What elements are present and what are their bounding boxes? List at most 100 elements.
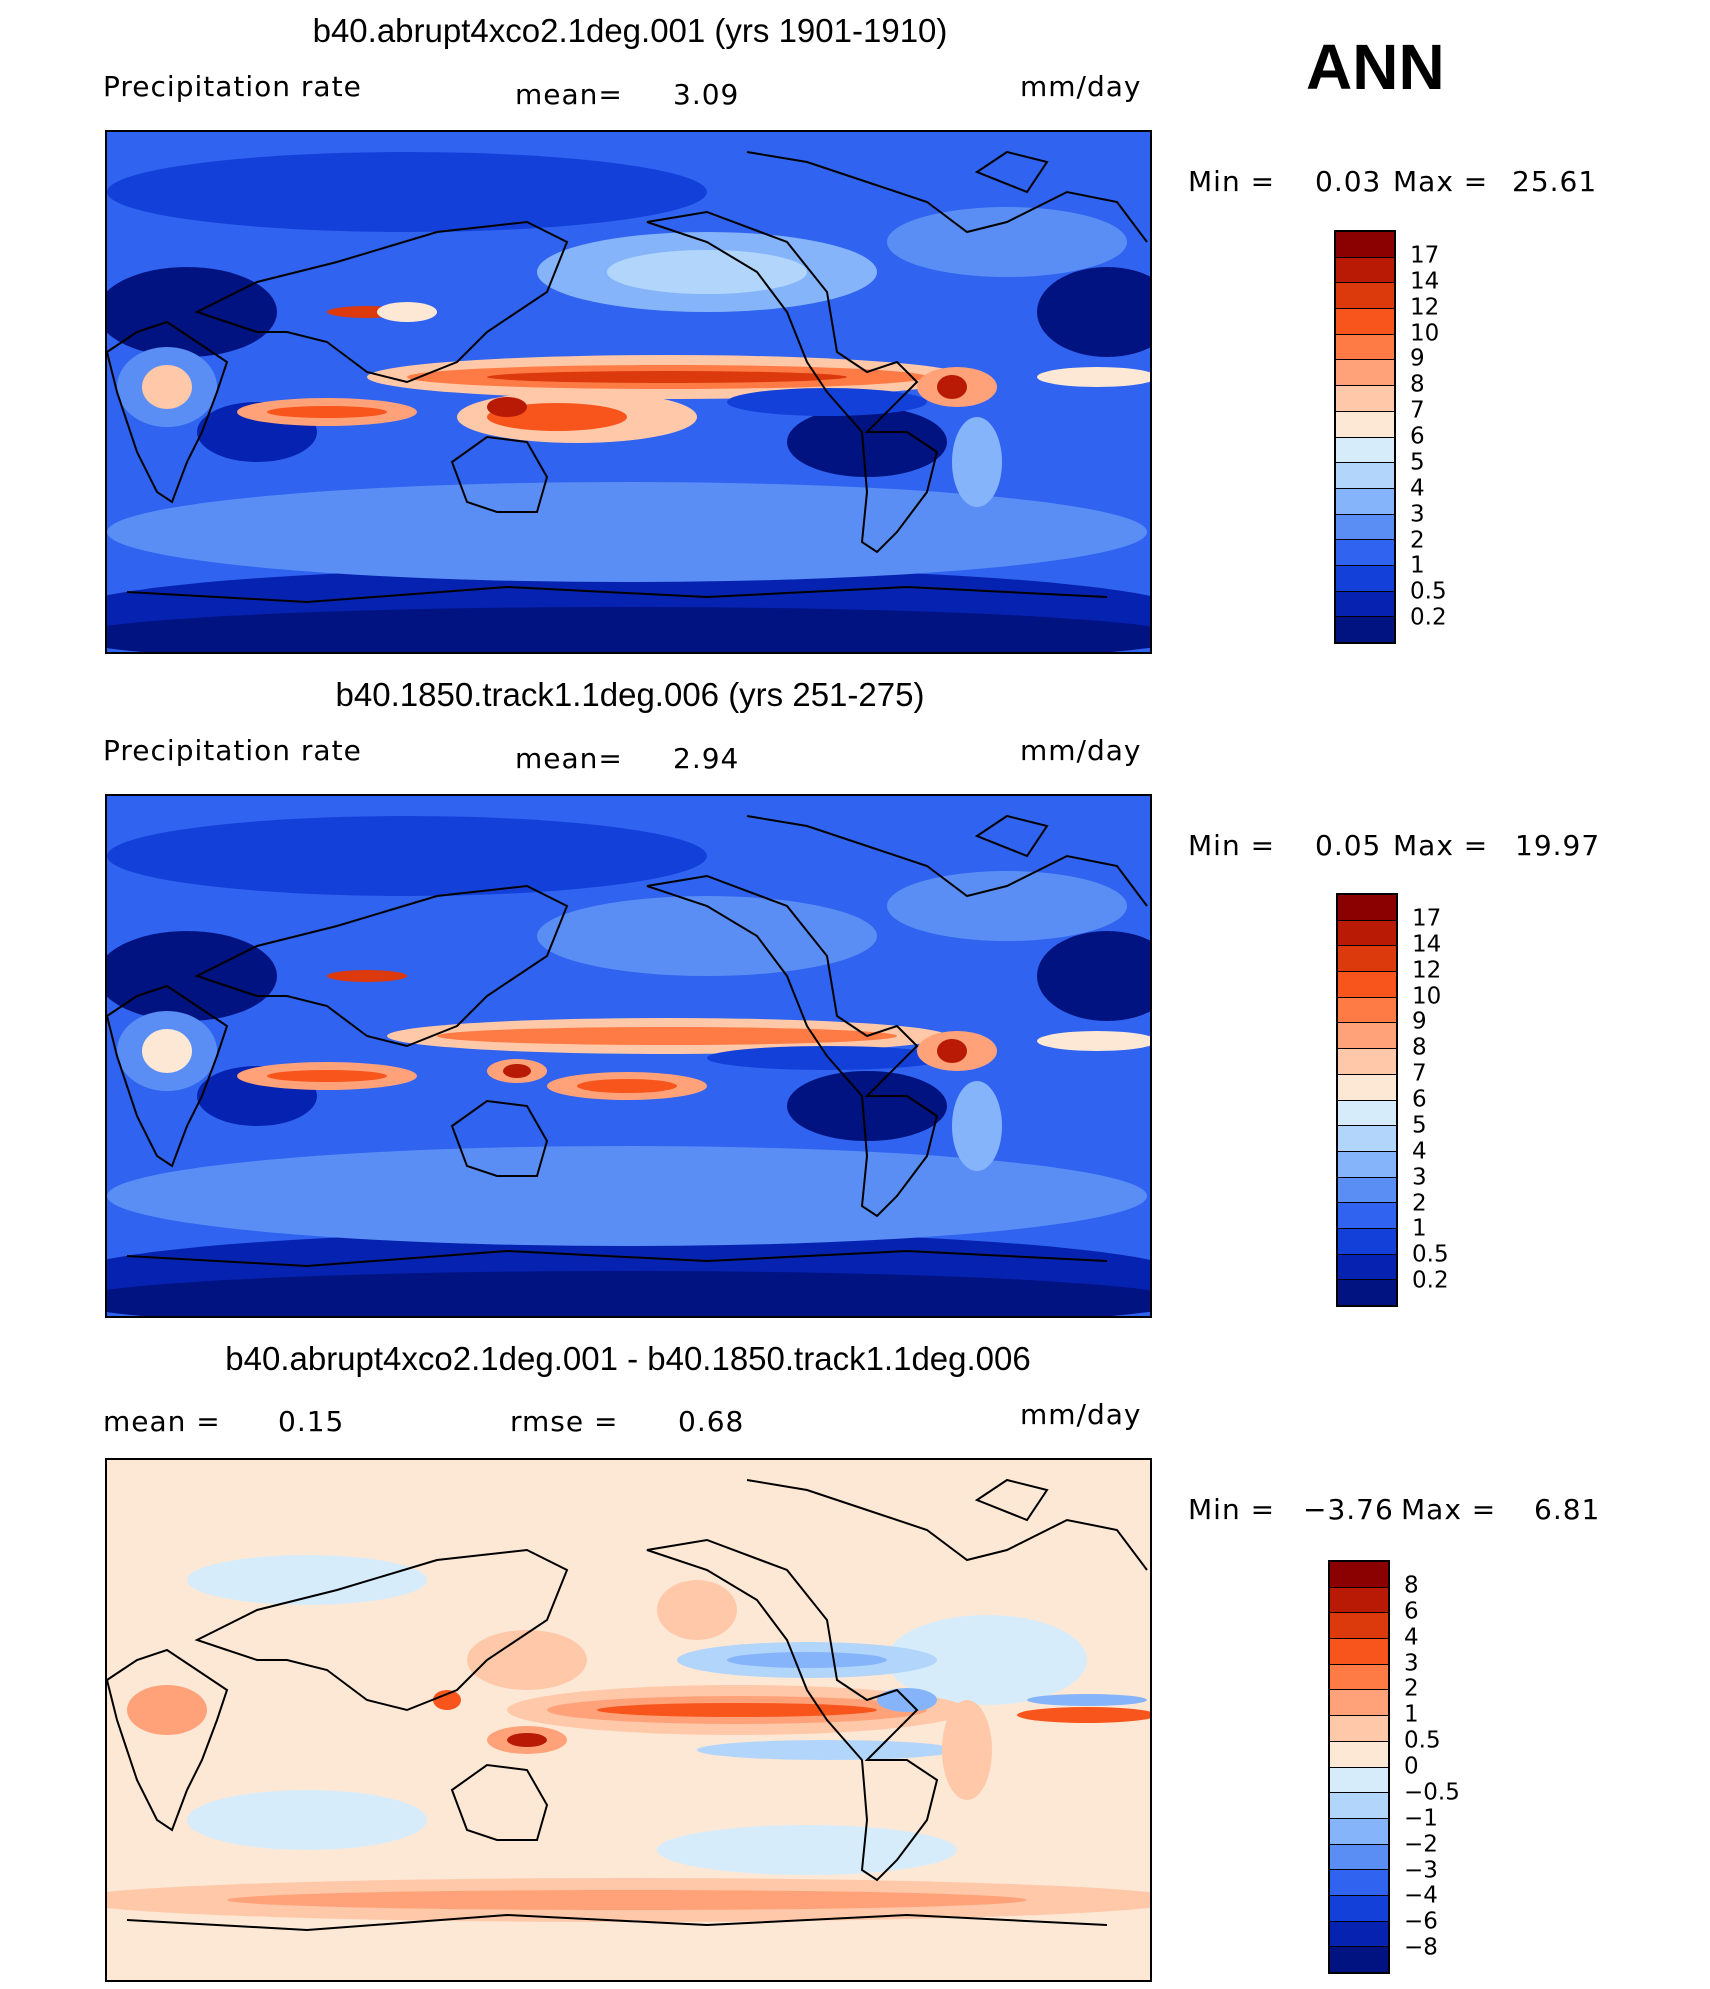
colorbar-tick-label: 17 — [1410, 242, 1440, 269]
colorbar-swatch — [1336, 514, 1394, 541]
colorbar-swatch — [1336, 540, 1394, 566]
colorbar-tick-label: 0 — [1404, 1753, 1419, 1780]
colorbar-tick-label: 0.2 — [1412, 1267, 1449, 1294]
colorbar-tick-label: 2 — [1412, 1190, 1427, 1216]
colorbar-swatch — [1338, 1203, 1396, 1229]
colorbar-tick-label: 12 — [1412, 957, 1442, 984]
colorbar-swatch — [1336, 411, 1394, 438]
colorbar-swatch — [1338, 1074, 1396, 1101]
colorbar-tick-label: 6 — [1410, 423, 1425, 450]
colorbar-swatch — [1336, 591, 1394, 618]
panel1-map — [105, 130, 1152, 654]
colorbar-swatch — [1330, 1613, 1388, 1640]
colorbar-swatch — [1338, 1023, 1396, 1050]
colorbar-swatch — [1336, 565, 1394, 592]
panel2-min-value: 0.05 — [1315, 829, 1382, 862]
colorbar-swatch — [1330, 1741, 1388, 1768]
colorbar-tick-label: 0.5 — [1412, 1241, 1449, 1268]
panel3-mean-label: mean = — [103, 1405, 221, 1438]
panel3-rmse-value: 0.68 — [678, 1405, 745, 1438]
panel3-min-value: −3.76 — [1303, 1493, 1394, 1526]
colorbar-swatch — [1336, 232, 1394, 258]
panel1-field-label: Precipitation rate — [103, 70, 362, 103]
colorbar-swatch — [1338, 972, 1396, 998]
panel1-mean-label: mean= — [515, 78, 623, 111]
panel3-map — [105, 1458, 1152, 1982]
panel3-title: b40.abrupt4xco2.1deg.001 - b40.1850.trac… — [225, 1340, 1031, 1377]
colorbar-swatch — [1338, 895, 1396, 921]
colorbar-tick-label: 17 — [1412, 905, 1442, 932]
panel2-max-label: Max = — [1393, 829, 1489, 862]
colorbar-swatch — [1338, 1254, 1396, 1281]
colorbar-swatch — [1336, 309, 1394, 335]
colorbar-tick-label: 7 — [1412, 1060, 1427, 1087]
colorbar-tick-label: 5 — [1410, 449, 1425, 476]
panel2-map-field — [107, 796, 1150, 1316]
colorbar-tick-label: 6 — [1412, 1086, 1427, 1113]
colorbar-swatch — [1330, 1587, 1388, 1614]
panel1-max-value: 25.61 — [1512, 165, 1598, 198]
colorbar-tick-label: 5 — [1412, 1112, 1427, 1139]
colorbar-swatch — [1338, 1151, 1396, 1178]
panel1-max-label: Max = — [1393, 165, 1489, 198]
panel2-units: mm/day — [1020, 734, 1142, 767]
colorbar-tick-label: 14 — [1412, 931, 1442, 958]
colorbar-tick-label: 1 — [1404, 1701, 1419, 1728]
colorbar-tick-label: 7 — [1410, 397, 1425, 424]
colorbar-tick-label: 3 — [1412, 1164, 1427, 1191]
colorbar-tick-label: 8 — [1410, 371, 1425, 398]
colorbar-swatch — [1336, 437, 1394, 464]
panel1-colorbar — [1334, 230, 1396, 644]
colorbar-tick-label: 3 — [1410, 501, 1425, 528]
colorbar-swatch — [1338, 946, 1396, 973]
colorbar-tick-label: 0.2 — [1410, 604, 1447, 631]
colorbar-tick-label: −1 — [1404, 1805, 1438, 1832]
colorbar-tick-label: 8 — [1412, 1034, 1427, 1061]
colorbar-tick-label: 10 — [1410, 320, 1440, 346]
colorbar-tick-label: 2 — [1404, 1675, 1419, 1702]
colorbar-swatch — [1330, 1639, 1388, 1665]
colorbar-swatch — [1330, 1895, 1388, 1922]
season-label: ANN — [1306, 31, 1445, 103]
colorbar-tick-label: 1 — [1412, 1215, 1427, 1242]
panel1-map-field — [107, 132, 1150, 652]
colorbar-swatch — [1336, 617, 1394, 642]
panel2-colorbar — [1336, 893, 1398, 1307]
colorbar-swatch — [1330, 1793, 1388, 1819]
panel2-mean-value: 2.94 — [673, 742, 740, 775]
panel3-colorbar — [1328, 1560, 1390, 1974]
colorbar-tick-label: 6 — [1404, 1598, 1419, 1625]
colorbar-tick-label: 12 — [1410, 294, 1440, 321]
colorbar-swatch — [1330, 1664, 1388, 1691]
colorbar-tick-label: 9 — [1412, 1008, 1427, 1035]
colorbar-tick-label: 14 — [1410, 268, 1440, 295]
panel2-field-label: Precipitation rate — [103, 734, 362, 767]
colorbar-tick-label: 0.5 — [1404, 1727, 1441, 1754]
colorbar-swatch — [1330, 1844, 1388, 1871]
colorbar-swatch — [1330, 1947, 1388, 1972]
colorbar-tick-label: 9 — [1410, 345, 1425, 372]
colorbar-tick-label: −8 — [1404, 1934, 1438, 1961]
colorbar-tick-label: 0.5 — [1410, 578, 1447, 605]
colorbar-swatch — [1330, 1562, 1388, 1588]
colorbar-swatch — [1336, 334, 1394, 361]
colorbar-swatch — [1338, 1049, 1396, 1075]
colorbar-swatch — [1336, 360, 1394, 387]
colorbar-swatch — [1338, 1228, 1396, 1255]
colorbar-swatch — [1330, 1818, 1388, 1845]
panel2-mean-label: mean= — [515, 742, 623, 775]
colorbar-swatch — [1338, 920, 1396, 947]
panel1-mean-value: 3.09 — [673, 78, 740, 111]
colorbar-swatch — [1338, 1100, 1396, 1127]
colorbar-swatch — [1338, 1126, 1396, 1152]
colorbar-tick-label: 1 — [1410, 552, 1425, 579]
panel1-title: b40.abrupt4xco2.1deg.001 (yrs 1901-1910) — [312, 12, 948, 49]
colorbar-tick-label: 4 — [1410, 475, 1425, 502]
colorbar-swatch — [1330, 1690, 1388, 1717]
colorbar-tick-label: 4 — [1404, 1624, 1419, 1651]
colorbar-swatch — [1336, 283, 1394, 310]
colorbar-tick-label: −2 — [1404, 1831, 1438, 1858]
panel3-map-field — [107, 1460, 1150, 1980]
panel2-title: b40.1850.track1.1deg.006 (yrs 251-275) — [335, 676, 925, 713]
panel3-max-label: Max = — [1401, 1493, 1497, 1526]
